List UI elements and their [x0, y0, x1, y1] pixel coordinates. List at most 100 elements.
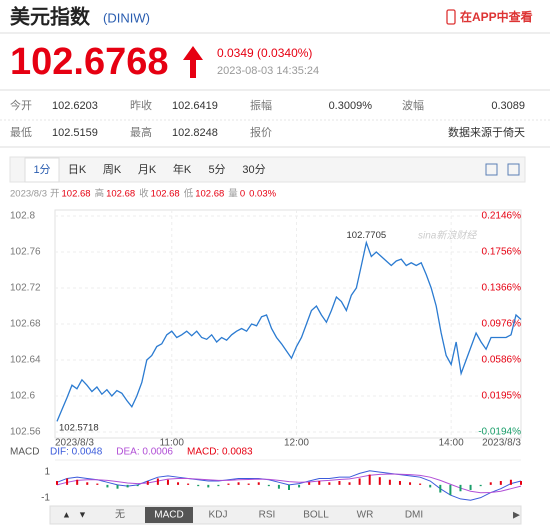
indicator-tab[interactable]: DMI — [405, 510, 423, 521]
macd-bar — [398, 481, 401, 485]
macd-bar — [348, 482, 351, 485]
stat-text: 数据来源于倚天 — [448, 125, 525, 139]
macd-bar — [257, 482, 260, 485]
macd-bar — [378, 477, 381, 485]
stat-text: 最低 — [10, 126, 32, 139]
y-tick-label: 102.6 — [10, 391, 35, 402]
watermark: sina新浪财经 — [418, 230, 477, 242]
change: 0.0349 (0.0340%) — [217, 46, 312, 60]
indicator-tab[interactable]: RSI — [259, 510, 276, 521]
info-text: 高 — [95, 188, 105, 200]
phone-icon — [446, 9, 456, 25]
macd-bar — [358, 478, 361, 485]
app-link[interactable]: 在APP中查看 — [460, 9, 533, 24]
macd-bar — [429, 484, 432, 488]
stat-text: 0.3089 — [491, 100, 525, 112]
indicator-tab[interactable]: BOLL — [303, 510, 329, 521]
x-tick-label: 2023/8/3 — [55, 438, 94, 449]
stat-text: 今开 — [10, 98, 32, 112]
macd-bar — [66, 478, 69, 485]
stat-text: 102.6419 — [172, 100, 218, 112]
macd-line — [56, 470, 522, 501]
y2-tick-label: 0.1366% — [482, 283, 522, 294]
min-label: 102.5718 — [59, 423, 99, 434]
y2-tick-label: 0.0976% — [482, 319, 522, 330]
stat-text: 最高 — [130, 125, 152, 139]
macd-bar — [136, 484, 139, 487]
macd-bar — [338, 481, 341, 485]
macd-bar — [499, 481, 502, 485]
macd-bar — [116, 484, 119, 489]
stat-text: 报价 — [250, 125, 272, 139]
price-line — [56, 240, 522, 422]
scroll-up[interactable]: ▲ — [62, 509, 71, 519]
indicator-tab[interactable]: KDJ — [209, 510, 228, 521]
macd-bar — [459, 484, 462, 492]
y-tick-label: 102.72 — [10, 283, 41, 294]
macd-bar — [237, 482, 240, 485]
macd-bar — [247, 483, 250, 485]
stat-text: 波幅 — [402, 99, 424, 112]
tab[interactable]: 30分 — [242, 163, 265, 176]
x-tick-label: 12:00 — [284, 438, 309, 449]
info-text: 收 — [139, 188, 149, 200]
time: 2023-08-03 14:35:24 — [217, 65, 319, 77]
macd-bar — [449, 484, 452, 496]
indicator-tab[interactable]: MACD — [154, 510, 183, 521]
macd-bar — [267, 484, 270, 487]
panel-label: MACD — [10, 447, 39, 458]
scroll-right[interactable]: ▶ — [513, 509, 520, 519]
macd-bar — [166, 479, 169, 485]
y-tick-label: -1 — [41, 492, 50, 503]
tab[interactable]: 1分 — [33, 163, 50, 176]
indicator-tab[interactable]: WR — [357, 510, 374, 521]
y2-tick-label: -0.0194% — [478, 427, 521, 438]
y-tick-label: 102.76 — [10, 247, 41, 258]
y-tick-label: 1 — [44, 467, 50, 478]
tab[interactable]: 日K — [68, 164, 87, 176]
macd-bar — [177, 482, 180, 485]
scroll-down[interactable]: ▼ — [78, 509, 87, 519]
tab[interactable]: 5分 — [208, 163, 225, 176]
max-label: 102.7705 — [347, 230, 387, 241]
info-text: 量 — [228, 189, 238, 200]
tab-bar — [9, 156, 526, 183]
macd-bar — [409, 482, 412, 485]
macd-bar — [207, 484, 210, 488]
stat-text: 昨收 — [130, 98, 152, 112]
x-tick-label: 11:00 — [160, 438, 185, 449]
y2-tick-label: 0.0195% — [482, 391, 522, 402]
info-text: 低 — [184, 188, 194, 200]
tool-icon[interactable] — [485, 163, 498, 176]
code: (DINIW) — [103, 10, 150, 25]
x-tick-label: 2023/8/3 — [482, 438, 521, 449]
info-text: 102.68 — [106, 189, 135, 200]
stat-text: 0.3009% — [329, 100, 373, 112]
macd-bar — [520, 481, 522, 485]
macd-bar — [318, 481, 321, 485]
macd-bar — [217, 484, 220, 487]
price: 102.6768 — [10, 41, 169, 83]
macd-bar — [479, 484, 482, 487]
y2-tick-label: 0.0586% — [482, 355, 522, 366]
info-text: 开 — [50, 189, 60, 200]
active-indicator — [145, 507, 193, 523]
macd-bar — [106, 484, 109, 488]
title: 美元指数 — [10, 4, 91, 28]
tool-icon[interactable] — [507, 163, 520, 176]
tab[interactable]: 月K — [138, 164, 157, 176]
tab[interactable]: 年K — [173, 162, 192, 176]
macd-bar — [86, 482, 89, 485]
macd-bar — [419, 483, 422, 485]
macd-bar — [509, 479, 512, 485]
macd-line — [56, 473, 522, 494]
indicator-tab[interactable]: 无 — [115, 510, 125, 521]
macd-bar — [146, 481, 149, 485]
info-text: 0 — [240, 189, 245, 200]
y-tick-label: 102.68 — [10, 319, 41, 330]
stat-text: 102.6203 — [52, 100, 98, 112]
info-text: 102.68 — [151, 189, 180, 200]
info-text: 2023/8/3 — [10, 189, 47, 200]
y-tick-label: 102.56 — [10, 427, 41, 438]
tab[interactable]: 周K — [103, 163, 122, 176]
